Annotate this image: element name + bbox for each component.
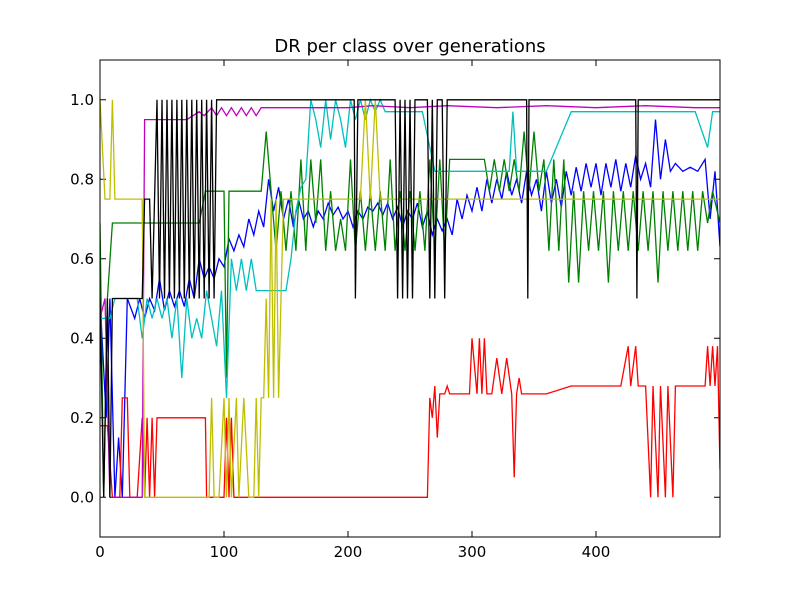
plot-area-frame (99, 59, 721, 538)
x-tick-label: 0 (95, 543, 105, 561)
series-line-3 (100, 338, 720, 498)
y-tick-label: 1.0 (70, 91, 94, 109)
chart-title: DR per class over generations (274, 36, 545, 57)
series-line-4 (100, 97, 720, 398)
series-line-7 (100, 99, 720, 498)
x-tick-label: 400 (582, 543, 611, 561)
y-tick-label: 0.0 (70, 488, 94, 506)
series-line-6 (100, 99, 720, 498)
series-group (100, 97, 720, 498)
x-tick-label: 200 (334, 543, 363, 561)
series-line-1 (100, 119, 720, 498)
x-tick-label: 300 (458, 543, 487, 561)
x-axis: 0 100 200 300 400 (95, 60, 610, 561)
series-line-5 (100, 105, 720, 498)
y-tick-label: 0.6 (70, 250, 94, 268)
x-tick-label: 100 (210, 543, 239, 561)
y-tick-label: 0.2 (70, 409, 94, 427)
y-tick-label: 0.4 (70, 329, 94, 347)
y-tick-label: 0.8 (70, 170, 94, 188)
y-axis: 0.0 0.2 0.4 0.6 0.8 1.0 (70, 91, 720, 506)
